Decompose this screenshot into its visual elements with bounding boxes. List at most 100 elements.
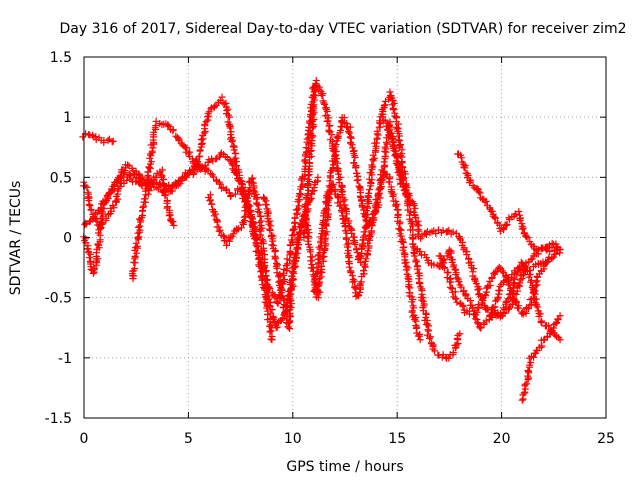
data-point <box>372 196 380 203</box>
data-point <box>348 272 356 280</box>
data-point <box>466 179 473 187</box>
data-point <box>193 156 200 164</box>
data-point <box>533 247 541 255</box>
data-point <box>518 225 526 233</box>
data-point <box>314 173 322 181</box>
data-point <box>385 178 393 186</box>
data-point <box>158 166 166 174</box>
data-point <box>515 208 523 215</box>
data-point <box>321 100 329 108</box>
y-axis-label: SDTVAR / TECUs <box>8 181 24 296</box>
data-point <box>207 170 215 178</box>
data-point <box>532 301 540 309</box>
data-point <box>337 201 344 209</box>
data-point <box>286 325 294 332</box>
series-track-1 <box>79 130 117 146</box>
data-point <box>498 267 506 275</box>
data-point <box>338 191 346 199</box>
data-point <box>265 302 273 309</box>
data-point <box>310 287 318 295</box>
data-point <box>453 298 461 306</box>
data-point <box>364 210 372 218</box>
data-point <box>249 226 257 234</box>
data-point <box>294 205 302 213</box>
data-point <box>180 173 188 181</box>
data-point <box>459 302 467 310</box>
data-point <box>353 177 361 184</box>
data-point <box>362 255 370 263</box>
data-point <box>202 118 210 126</box>
data-point <box>474 319 482 327</box>
data-point <box>267 335 275 343</box>
data-point <box>456 330 464 338</box>
data-point <box>314 267 322 275</box>
data-point <box>346 123 354 131</box>
data-point <box>528 255 536 263</box>
data-point <box>248 178 256 186</box>
data-point <box>307 129 315 137</box>
data-point <box>289 276 297 284</box>
data-point <box>135 170 143 178</box>
data-point <box>281 276 288 283</box>
data-point <box>306 147 314 155</box>
data-point <box>482 197 490 205</box>
data-point <box>471 315 479 323</box>
data-point <box>323 192 330 200</box>
data-point <box>262 200 270 208</box>
data-point <box>366 186 373 194</box>
data-point <box>282 262 290 269</box>
data-point <box>314 252 322 260</box>
data-point <box>439 259 447 267</box>
data-point <box>126 172 134 179</box>
data-point <box>551 331 559 339</box>
data-point <box>475 188 483 196</box>
data-point <box>228 138 236 146</box>
data-point <box>146 164 153 172</box>
data-point <box>124 161 132 169</box>
data-point <box>410 304 418 312</box>
data-point <box>116 172 124 180</box>
data-point <box>472 280 480 288</box>
data-point <box>445 226 453 234</box>
data-point <box>426 333 434 341</box>
data-point <box>297 176 305 184</box>
data-point <box>524 234 532 242</box>
data-point <box>213 154 221 162</box>
data-point <box>545 322 553 330</box>
data-point <box>444 268 452 276</box>
data-point <box>402 266 410 274</box>
x-tick-label: 20 <box>493 431 511 447</box>
data-point <box>298 183 306 190</box>
data-point <box>519 224 527 232</box>
data-point <box>81 221 89 229</box>
data-point <box>374 190 382 198</box>
data-point <box>556 336 564 344</box>
data-point <box>369 214 376 222</box>
data-point <box>328 167 335 175</box>
data-point <box>347 139 354 147</box>
data-point <box>186 167 194 174</box>
data-point <box>296 190 304 198</box>
data-points <box>79 77 564 404</box>
data-point <box>347 269 355 276</box>
data-point <box>546 248 554 255</box>
data-point <box>244 194 251 202</box>
data-point <box>230 146 238 154</box>
y-tick-label: -1.5 <box>45 411 72 427</box>
data-point <box>527 256 535 264</box>
data-point <box>244 187 252 195</box>
data-point <box>274 299 282 307</box>
data-point <box>474 286 482 294</box>
data-point <box>405 283 413 290</box>
data-point <box>447 249 455 257</box>
data-point <box>267 327 275 335</box>
data-point <box>552 319 560 327</box>
data-point <box>524 367 532 374</box>
data-point <box>352 164 360 172</box>
data-point <box>207 196 214 204</box>
data-point <box>482 317 490 325</box>
data-point <box>313 263 321 271</box>
data-point <box>259 255 267 263</box>
data-point <box>166 211 174 219</box>
data-point <box>371 154 379 162</box>
